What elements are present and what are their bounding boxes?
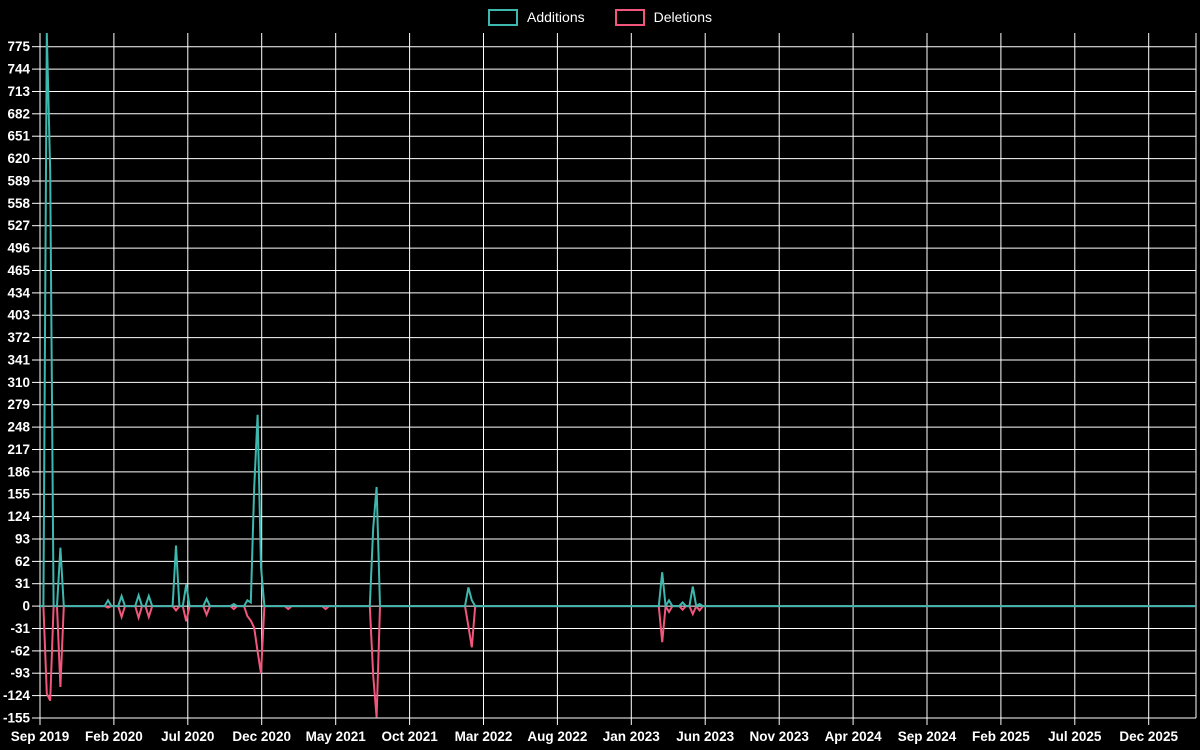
x-axis-tick-label: Jan 2023: [603, 729, 661, 744]
deletions-swatch-icon: [614, 8, 645, 26]
y-axis-tick-label: 372: [7, 330, 30, 345]
x-axis-tick-label: Feb 2025: [972, 729, 1030, 744]
y-axis-tick-label: -155: [3, 711, 31, 726]
y-axis-tick-label: 279: [7, 397, 30, 412]
additions-line: [40, 32, 1196, 610]
y-axis-tick-label: 682: [7, 106, 30, 121]
legend-item-additions[interactable]: Additions: [488, 8, 585, 26]
y-axis-tick-label: 186: [7, 464, 30, 479]
x-axis-tick-label: Jul 2020: [161, 729, 214, 744]
x-axis-tick-label: May 2021: [306, 729, 367, 744]
y-axis-tick-label: 527: [7, 218, 30, 233]
x-axis-tick-label: Apr 2024: [825, 729, 883, 744]
y-axis-tick-label: -93: [10, 666, 30, 681]
deletions-line: [40, 602, 1196, 718]
x-axis-tick-label: Oct 2021: [381, 729, 438, 744]
additions-swatch-icon: [488, 8, 519, 26]
series-group: [40, 32, 1196, 718]
y-axis-tick-label: 651: [7, 129, 30, 144]
x-axis-tick-label: Jun 2023: [676, 729, 734, 744]
y-axis-tick-label: -31: [10, 621, 30, 636]
y-axis-tick-label: 62: [15, 554, 30, 569]
y-axis-tick-label: 341: [7, 353, 30, 368]
y-axis-tick-label: 155: [7, 487, 30, 502]
x-axis-tick-label: Aug 2022: [527, 729, 587, 744]
y-axis-tick-label: 775: [7, 39, 30, 54]
y-axis-tick-label: 465: [7, 263, 30, 278]
axis-labels-group: -155 -124 -93 -62 -31 0 31 62 93 124 155 186 217 248 2…: [3, 39, 1178, 744]
x-axis-tick-label: Nov 2023: [750, 729, 810, 744]
y-axis-tick-label: 713: [7, 84, 30, 99]
y-axis-tick-label: 496: [7, 241, 30, 256]
y-axis-tick-label: -62: [10, 643, 30, 658]
y-axis-tick-label: 310: [7, 375, 30, 390]
y-axis-tick-label: 0: [22, 599, 30, 614]
y-axis-tick-label: 403: [7, 308, 30, 323]
legend-label-deletions: Deletions: [653, 9, 712, 25]
y-axis-tick-label: 620: [7, 151, 30, 166]
y-axis-tick-label: 744: [7, 62, 30, 77]
legend-item-deletions[interactable]: Deletions: [614, 8, 712, 26]
x-axis-tick-label: Jul 2025: [1048, 729, 1102, 744]
y-axis-tick-label: -124: [3, 688, 31, 703]
x-axis-tick-label: Mar 2022: [455, 729, 513, 744]
y-axis-tick-label: 589: [7, 174, 30, 189]
y-axis-tick-label: 558: [7, 196, 30, 211]
y-axis-tick-label: 434: [7, 285, 30, 300]
y-axis-tick-label: 31: [15, 576, 31, 591]
y-axis-tick-label: 217: [7, 442, 30, 457]
x-axis-tick-label: Sep 2019: [11, 729, 70, 744]
x-axis-tick-label: Sep 2024: [898, 729, 957, 744]
x-axis-tick-label: Dec 2020: [232, 729, 291, 744]
gridlines-group: [32, 33, 1197, 725]
x-axis-tick-label: Feb 2020: [85, 729, 143, 744]
x-axis-tick-label: Dec 2025: [1119, 729, 1178, 744]
y-axis-tick-label: 124: [7, 509, 30, 524]
chart-legend: Additions Deletions: [0, 8, 1200, 26]
y-axis-tick-label: 248: [7, 420, 30, 435]
legend-label-additions: Additions: [527, 9, 585, 25]
y-axis-tick-label: 93: [15, 532, 31, 547]
